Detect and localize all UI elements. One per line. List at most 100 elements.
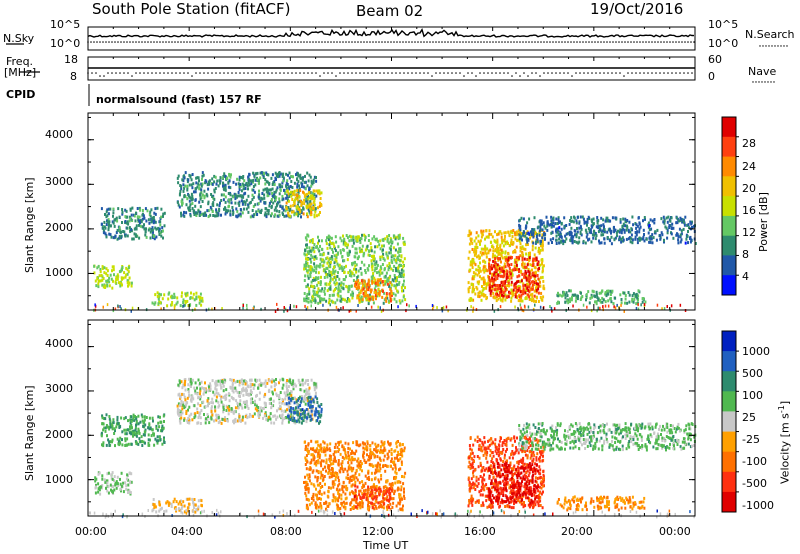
velocity-echo-cell <box>257 406 260 409</box>
power-echo-cell <box>525 278 528 282</box>
power-echo-cell <box>321 298 324 302</box>
power-echo-cell <box>289 185 292 188</box>
power-echo-cell <box>367 239 370 242</box>
power-echo-cell <box>173 304 176 308</box>
power-echo-cell <box>197 176 200 180</box>
power-echo-cell <box>286 189 289 193</box>
power-echo-cell <box>590 218 593 222</box>
power-echo-cell <box>187 304 190 307</box>
power-speckle <box>499 305 502 309</box>
velocity-echo-cell <box>148 427 151 431</box>
power-echo-cell <box>128 281 131 285</box>
power-echo-cell <box>360 272 363 276</box>
power-echo-cell <box>662 215 665 219</box>
power-echo-cell <box>334 235 337 239</box>
power-echo-cell <box>500 289 503 293</box>
velocity-echo-cell <box>270 380 273 384</box>
power-echo-cell <box>337 287 340 291</box>
power-echo-cell <box>484 244 487 248</box>
power-echo-cell <box>352 235 355 239</box>
power-speckle <box>242 306 244 310</box>
velocity-echo-cell <box>244 382 247 386</box>
power-echo-cell <box>189 208 192 212</box>
noise-search-dot <box>234 41 236 43</box>
power-echo-cell <box>606 292 608 296</box>
power-echo-cell <box>102 226 105 230</box>
velocity-echo-cell <box>143 415 146 419</box>
velocity-echo-cell <box>100 485 103 489</box>
power-echo-cell <box>313 262 316 266</box>
power-echo-cell <box>659 237 662 241</box>
power-echo-cell <box>525 271 528 275</box>
nave-dot <box>295 72 297 74</box>
power-echo-cell <box>556 293 559 297</box>
power-echo-cell <box>526 286 529 290</box>
power-echo-cell <box>467 290 470 294</box>
power-echo-cell <box>600 291 603 295</box>
power-echo-cell <box>642 235 645 239</box>
power-echo-cell <box>597 230 600 234</box>
power-echo-cell <box>497 293 500 297</box>
noise-search-dot <box>660 41 662 43</box>
power-echo-cell <box>623 291 626 295</box>
power-echo-cell <box>504 289 507 293</box>
power-echo-cell <box>574 233 576 237</box>
power-echo-cell <box>610 231 612 235</box>
velocity-echo-cell <box>106 472 109 476</box>
power-echo-cell <box>191 195 194 198</box>
power-echo-cell <box>487 249 490 253</box>
power-echo-cell <box>603 225 605 229</box>
power-echo-cell <box>375 297 377 301</box>
power-echo-cell <box>522 290 525 294</box>
power-echo-cell <box>307 250 310 254</box>
power-echo-cell <box>188 199 191 203</box>
power-echo-cell <box>479 242 481 246</box>
power-echo-cell <box>287 192 290 196</box>
power-echo-cell <box>493 283 496 287</box>
power-echo-cell <box>337 285 340 289</box>
power-echo-cell <box>497 250 500 254</box>
power-echo-cell <box>285 172 288 176</box>
power-echo-cell <box>497 297 500 301</box>
noise-search-dot <box>339 41 341 43</box>
power-echo-cell <box>389 240 392 244</box>
power-echo-cell <box>384 274 387 278</box>
power-echo-cell <box>98 279 101 283</box>
power-echo-cell <box>347 286 350 290</box>
power-echo-cell <box>499 243 502 247</box>
velocity-echo-cell <box>215 391 218 395</box>
power-echo-cell <box>528 295 531 299</box>
noise-search-dot <box>621 41 623 43</box>
velocity-echo-cell <box>120 471 123 475</box>
nsearch-legend-dot <box>771 45 773 47</box>
power-echo-cell <box>129 215 131 219</box>
noise-search-dot <box>603 41 605 43</box>
velocity-echo-cell <box>205 417 207 421</box>
velocity-echo-cell <box>186 396 189 400</box>
power-echo-cell <box>496 243 499 247</box>
nave-dot <box>235 72 237 74</box>
power-echo-cell <box>244 202 247 206</box>
power-speckle <box>522 309 525 313</box>
power-echo-cell <box>189 196 192 200</box>
power-echo-cell <box>472 298 475 302</box>
power-echo-cell <box>199 205 202 209</box>
noise-search-dot <box>153 41 155 43</box>
power-echo-cell <box>121 266 124 269</box>
nsearch-legend-dot <box>768 45 770 47</box>
velocity-echo-cell <box>180 413 183 417</box>
power-echo-cell <box>213 174 216 178</box>
power-echo-cell <box>629 240 632 244</box>
power-echo-cell <box>278 174 281 178</box>
power-echo-cell <box>613 296 616 300</box>
power-echo-cell <box>360 297 363 301</box>
power-echo-cell <box>335 240 338 244</box>
power-echo-cell <box>528 271 531 275</box>
velocity-echo-cell <box>101 414 104 418</box>
power-echo-cell <box>489 248 492 252</box>
power-echo-cell <box>354 251 357 255</box>
power-echo-cell <box>307 276 310 280</box>
power-echo-cell <box>316 283 319 287</box>
power-echo-cell <box>512 229 515 232</box>
power-echo-cell <box>247 203 250 207</box>
